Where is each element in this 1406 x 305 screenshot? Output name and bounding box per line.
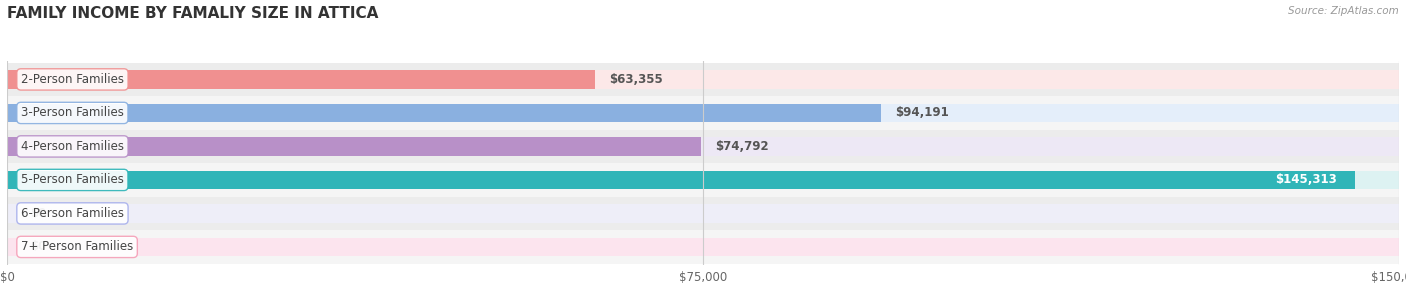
Bar: [7, 197, 1399, 230]
Text: $0: $0: [31, 207, 46, 220]
Bar: [7, 70, 1399, 89]
Text: 2-Person Families: 2-Person Families: [21, 73, 124, 86]
Bar: [7, 238, 1399, 256]
Bar: [7, 104, 1399, 122]
Bar: [7, 70, 595, 89]
Bar: [7, 137, 702, 156]
Text: 7+ Person Families: 7+ Person Families: [21, 240, 134, 253]
Text: 6-Person Families: 6-Person Families: [21, 207, 124, 220]
Bar: [7, 96, 1399, 130]
Bar: [7, 130, 1399, 163]
Text: 4-Person Families: 4-Person Families: [21, 140, 124, 153]
Text: $0: $0: [31, 240, 46, 253]
Bar: [7, 104, 882, 122]
Text: $74,792: $74,792: [716, 140, 769, 153]
Text: Source: ZipAtlas.com: Source: ZipAtlas.com: [1288, 6, 1399, 16]
Bar: [7, 171, 1355, 189]
Bar: [7, 171, 1399, 189]
Bar: [7, 204, 1399, 223]
Bar: [7, 137, 1399, 156]
Bar: [7, 230, 1399, 264]
Text: $145,313: $145,313: [1275, 174, 1337, 186]
Bar: [7, 163, 1399, 197]
Text: FAMILY INCOME BY FAMALIY SIZE IN ATTICA: FAMILY INCOME BY FAMALIY SIZE IN ATTICA: [7, 6, 378, 21]
Text: $94,191: $94,191: [896, 106, 949, 120]
Text: 3-Person Families: 3-Person Families: [21, 106, 124, 120]
Bar: [7, 63, 1399, 96]
Text: 5-Person Families: 5-Person Families: [21, 174, 124, 186]
Text: $63,355: $63,355: [609, 73, 662, 86]
